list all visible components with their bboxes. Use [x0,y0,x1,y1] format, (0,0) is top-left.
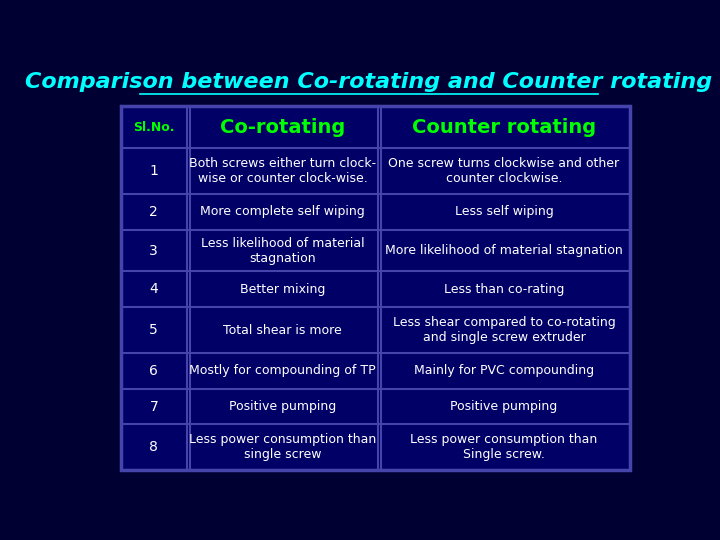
Text: Co-rotating: Co-rotating [220,118,345,137]
Text: Mostly for compounding of TP: Mostly for compounding of TP [189,364,376,377]
Text: 3: 3 [150,244,158,258]
Text: Positive pumping: Positive pumping [229,400,336,413]
Text: Mainly for PVC compounding: Mainly for PVC compounding [414,364,594,377]
Text: Counter rotating: Counter rotating [412,118,596,137]
Text: Less likelihood of material
stagnation: Less likelihood of material stagnation [201,237,364,265]
Text: Less power consumption than
Single screw.: Less power consumption than Single screw… [410,433,598,461]
Text: 1: 1 [149,164,158,178]
Text: Less shear compared to co-rotating
and single screw extruder: Less shear compared to co-rotating and s… [392,316,616,344]
Text: Less than co-rating: Less than co-rating [444,283,564,296]
Text: Less power consumption than
single screw: Less power consumption than single screw [189,433,376,461]
Text: 7: 7 [150,400,158,414]
Text: Sl.No.: Sl.No. [133,121,174,134]
Text: Total shear is more: Total shear is more [223,323,342,336]
Bar [121,106,630,470]
Text: 8: 8 [149,440,158,454]
Text: 5: 5 [150,323,158,337]
Text: One screw turns clockwise and other
counter clockwise.: One screw turns clockwise and other coun… [389,157,620,185]
Text: Positive pumping: Positive pumping [451,400,558,413]
Text: More likelihood of material stagnation: More likelihood of material stagnation [385,244,623,257]
Text: Comparison between Co-rotating and Counter rotating: Comparison between Co-rotating and Count… [25,72,713,92]
Text: 2: 2 [150,205,158,219]
Text: More complete self wiping: More complete self wiping [200,205,365,218]
Text: Both screws either turn clock-
wise or counter clock-wise.: Both screws either turn clock- wise or c… [189,157,376,185]
Text: 4: 4 [150,282,158,296]
Text: 6: 6 [149,364,158,378]
Text: Better mixing: Better mixing [240,283,325,296]
Text: Less self wiping: Less self wiping [454,205,554,218]
Bar [121,106,630,470]
